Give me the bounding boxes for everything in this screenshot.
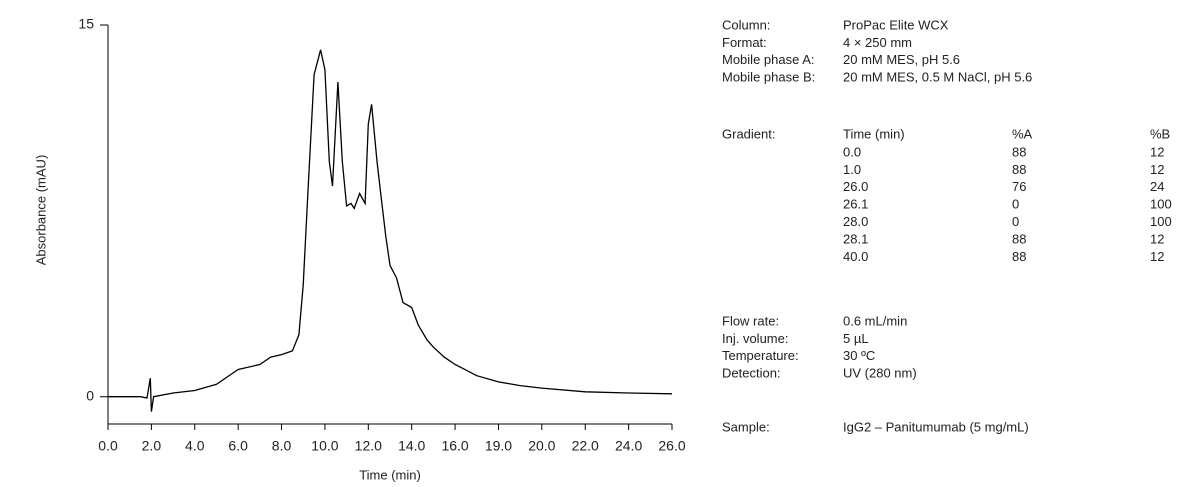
x-tick-label: 20.0 — [528, 438, 555, 454]
gradient-cell: 26.0 — [843, 179, 868, 194]
gradient-cell: 40.0 — [843, 249, 868, 264]
condition-label: Format: — [722, 35, 767, 50]
setting-label: Detection: — [722, 366, 781, 381]
gradient-cell: 26.1 — [843, 197, 868, 212]
condition-value: ProPac Elite WCX — [843, 17, 949, 32]
gradient-cell: 0 — [1012, 197, 1019, 212]
condition-label: Mobile phase A: — [722, 52, 815, 67]
setting-value: 5 µL — [843, 331, 869, 346]
x-tick-label: 6.0 — [228, 438, 248, 454]
gradient-cell: 0 — [1012, 214, 1019, 229]
condition-label: Column: — [722, 17, 770, 32]
condition-value: 20 mM MES, 0.5 M NaCl, pH 5.6 — [843, 70, 1032, 85]
x-tick-label: 19.0 — [485, 438, 512, 454]
setting-value: UV (280 nm) — [843, 366, 917, 381]
x-tick-label: 16.0 — [441, 438, 468, 454]
x-tick-label: 8.0 — [272, 438, 292, 454]
chromatogram-line — [108, 49, 673, 412]
setting-label: Temperature: — [722, 348, 799, 363]
x-tick-label: 0.0 — [98, 438, 118, 454]
sample-value: IgG2 – Panitumumab (5 mg/mL) — [843, 419, 1029, 434]
setting-value: 30 ºC — [843, 348, 875, 363]
condition-value: 4 × 250 mm — [843, 35, 912, 50]
gradient-header: %A — [1012, 126, 1033, 141]
sample-label: Sample: — [722, 419, 770, 434]
gradient-cell: 0.0 — [843, 144, 861, 159]
x-tick-label: 24.0 — [615, 438, 642, 454]
x-tick-label: 22.0 — [572, 438, 599, 454]
gradient-cell: 76 — [1012, 179, 1026, 194]
gradient-cell: 12 — [1150, 162, 1164, 177]
gradient-cell: 28.0 — [843, 214, 868, 229]
gradient-cell: 88 — [1012, 162, 1026, 177]
x-tick-label: 4.0 — [185, 438, 205, 454]
y-tick-label: 15 — [78, 16, 94, 32]
x-tick-label: 26.0 — [658, 438, 685, 454]
x-tick-label: 12.0 — [355, 438, 382, 454]
gradient-cell: 88 — [1012, 144, 1026, 159]
gradient-cell: 1.0 — [843, 162, 861, 177]
gradient-cell: 28.1 — [843, 231, 868, 246]
x-tick-label: 2.0 — [142, 438, 162, 454]
gradient-cell: 12 — [1150, 144, 1164, 159]
gradient-header: %B — [1150, 126, 1170, 141]
gradient-header: Time (min) — [843, 126, 905, 141]
setting-label: Inj. volume: — [722, 331, 788, 346]
x-axis-label: Time (min) — [359, 467, 421, 482]
gradient-cell: 12 — [1150, 249, 1164, 264]
x-tick-label: 10.0 — [311, 438, 338, 454]
gradient-cell: 100 — [1150, 214, 1172, 229]
y-axis-label: Absorbance (mAU) — [33, 155, 48, 266]
condition-label: Mobile phase B: — [722, 70, 815, 85]
x-tick-label: 14.0 — [398, 438, 425, 454]
setting-value: 0.6 mL/min — [843, 313, 907, 328]
gradient-cell: 12 — [1150, 231, 1164, 246]
gradient-label: Gradient: — [722, 126, 775, 141]
setting-label: Flow rate: — [722, 313, 779, 328]
y-tick-label: 0 — [86, 387, 94, 403]
gradient-cell: 88 — [1012, 231, 1026, 246]
gradient-cell: 88 — [1012, 249, 1026, 264]
condition-value: 20 mM MES, pH 5.6 — [843, 52, 960, 67]
gradient-cell: 24 — [1150, 179, 1164, 194]
gradient-cell: 100 — [1150, 197, 1172, 212]
